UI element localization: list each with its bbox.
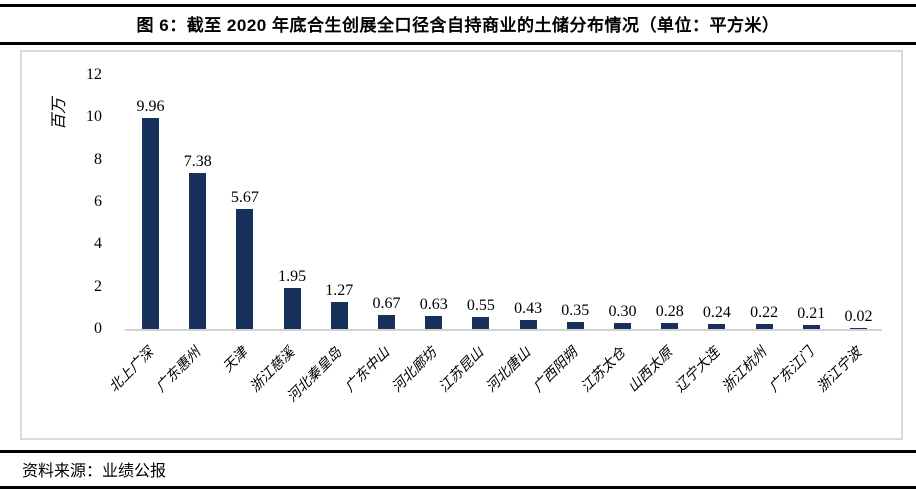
bar-value-label: 0.55 [466, 297, 495, 315]
y-axis-tick-label: 0 [94, 320, 102, 337]
bar-value-label: 1.27 [325, 282, 354, 300]
x-axis-label: 广东惠州 [153, 345, 204, 396]
y-axis-tick-label: 2 [94, 277, 102, 295]
bar-value-label: 0.02 [844, 308, 873, 325]
x-axis-label: 北上广深 [106, 345, 157, 396]
chart-panel: 百万 0 2 4 6 8 10 12 9.96 北上广深 7.38 广东惠州 5.67 天津 1.95 浙江… [20, 50, 903, 440]
bar [614, 322, 631, 329]
x-axis-label: 广西阳朔 [531, 345, 582, 396]
bar [708, 323, 726, 329]
bar-value-label: 1.95 [278, 267, 307, 285]
bar-value-label: 0.30 [608, 302, 637, 320]
bar-value-label: 0.28 [655, 303, 684, 321]
x-axis-label: 浙江宁波 [814, 345, 865, 396]
x-axis-label: 广东中山 [342, 345, 393, 396]
bar-value-label: 5.67 [230, 189, 259, 206]
x-axis-label: 江苏昆山 [436, 345, 487, 396]
bar [661, 323, 679, 329]
bar [142, 118, 159, 329]
bar [519, 319, 537, 329]
bar [283, 287, 301, 329]
bar-value-label: 7.38 [183, 152, 212, 170]
bar [472, 317, 490, 329]
x-axis-label: 浙江杭州 [719, 345, 771, 396]
bar-value-label: 0.67 [372, 294, 401, 312]
bar-value-label: 0.43 [514, 299, 543, 317]
bottom-rule [0, 486, 916, 489]
bar [189, 172, 207, 329]
figure-title: 图 6：截至 2020 年底合生创展全口径含自持商业的土储分布情况（单位：平方米… [136, 16, 780, 35]
bar [330, 302, 348, 329]
x-axis-label: 河北廊坊 [389, 345, 440, 396]
bar-value-label: 9.96 [136, 98, 165, 116]
x-axis-label: 辽宁大连 [672, 345, 723, 396]
bar [566, 321, 584, 329]
bar-value-label: 0.63 [419, 295, 448, 313]
top-rule [0, 4, 916, 7]
x-axis-line [125, 329, 882, 331]
bar-value-label: 0.21 [797, 304, 826, 322]
x-axis-label: 河北唐山 [483, 345, 535, 396]
y-axis-tick-label: 6 [94, 193, 102, 210]
bar [378, 314, 395, 329]
footer-top-rule [0, 450, 916, 453]
bar [755, 324, 773, 329]
bar-value-label: 0.35 [561, 301, 590, 319]
x-axis-label: 山西太原 [625, 345, 676, 396]
y-axis-tick-label: 8 [94, 150, 102, 168]
bar [425, 315, 443, 329]
x-axis-label: 广东江门 [767, 345, 818, 396]
y-axis-tick-label: 4 [94, 235, 102, 253]
bar-value-label: 0.24 [702, 303, 731, 321]
bar-value-label: 0.22 [750, 304, 779, 322]
x-axis-label: 天津 [220, 345, 251, 376]
bar [850, 328, 867, 329]
source-note: 资料来源：业绩公报 [22, 463, 167, 480]
bar [236, 209, 254, 329]
y-axis-tick-label: 10 [86, 108, 102, 126]
x-axis-label: 江苏太仓 [578, 345, 629, 396]
title-underline-rule [0, 42, 916, 45]
bar [802, 324, 820, 329]
y-axis-tick-label: 12 [86, 66, 102, 83]
